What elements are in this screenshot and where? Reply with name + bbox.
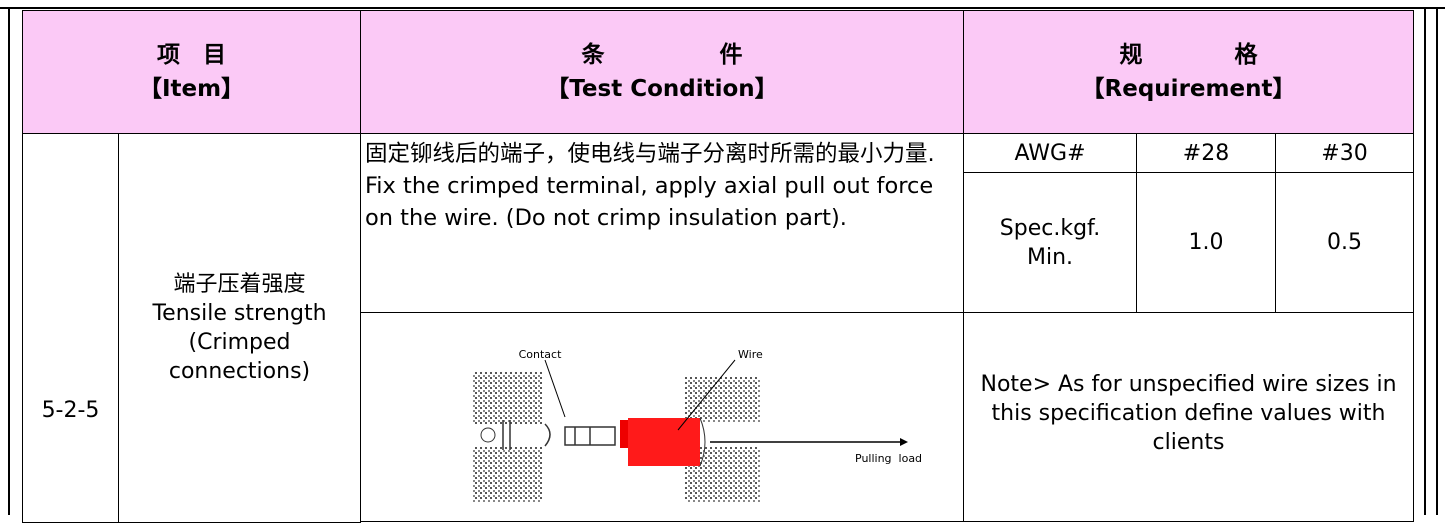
spec-cell: #28 — [1136, 133, 1276, 173]
leader — [544, 359, 566, 418]
spec-cell: 1.0 — [1136, 172, 1276, 313]
diagram-label: Pulling load — [855, 452, 922, 465]
condition-text: 固定铆线后的端子，使电线与端子分离时所需的最小力量. Fix the crimp… — [360, 133, 964, 313]
header-text: 项 目 — [157, 42, 226, 68]
header-text: 【Requirement】 — [1081, 76, 1296, 102]
clamp — [472, 447, 542, 502]
contact-part — [480, 427, 496, 443]
spec-cell: #30 — [1275, 133, 1414, 173]
diagram: Contact Wire Pulling load — [472, 348, 922, 502]
clamp — [472, 372, 542, 424]
item-name: 端子压着强度 Tensile strength (Crimped connect… — [118, 133, 361, 523]
item-id: 5-2-5 — [22, 133, 119, 523]
condition-cn: 固定铆线后的端子，使电线与端子分离时所需的最小力量. — [365, 141, 935, 167]
header-text: 【Test Condition】 — [546, 76, 778, 102]
frame-line — [8, 7, 10, 515]
name-en: Tensile strength (Crimped connections) — [152, 301, 327, 384]
spec-cell: Spec.kgf. Min. — [963, 172, 1137, 313]
wire-end — [699, 417, 706, 467]
diagram-label: Contact — [519, 348, 562, 361]
diagram-label: Wire — [738, 348, 763, 361]
header-requirement: 规 格 【Requirement】 — [963, 10, 1414, 134]
clamp — [685, 377, 760, 422]
header-text: 条 件 — [581, 42, 743, 68]
header-text: 规 格 — [1119, 42, 1258, 68]
frame-line — [1424, 7, 1426, 515]
header-condition: 条 件 【Test Condition】 — [360, 10, 964, 134]
spec-cell: AWG# — [963, 133, 1137, 173]
spec-cell: 0.5 — [1275, 172, 1414, 313]
name-cn: 端子压着强度 — [173, 272, 306, 297]
arrow-head — [900, 438, 908, 446]
header-item: 项 目 【Item】 — [22, 10, 361, 134]
note: Note> As for unspecified wire sizes in t… — [963, 312, 1414, 522]
header-text: 【Item】 — [138, 76, 245, 102]
wire — [628, 418, 700, 466]
frame-line — [0, 7, 1445, 9]
contact — [502, 420, 616, 450]
leader — [677, 359, 736, 431]
frame-line — [1436, 7, 1438, 515]
crimp — [620, 420, 630, 448]
condition-en: Fix the crimped terminal, apply axial pu… — [365, 173, 934, 231]
